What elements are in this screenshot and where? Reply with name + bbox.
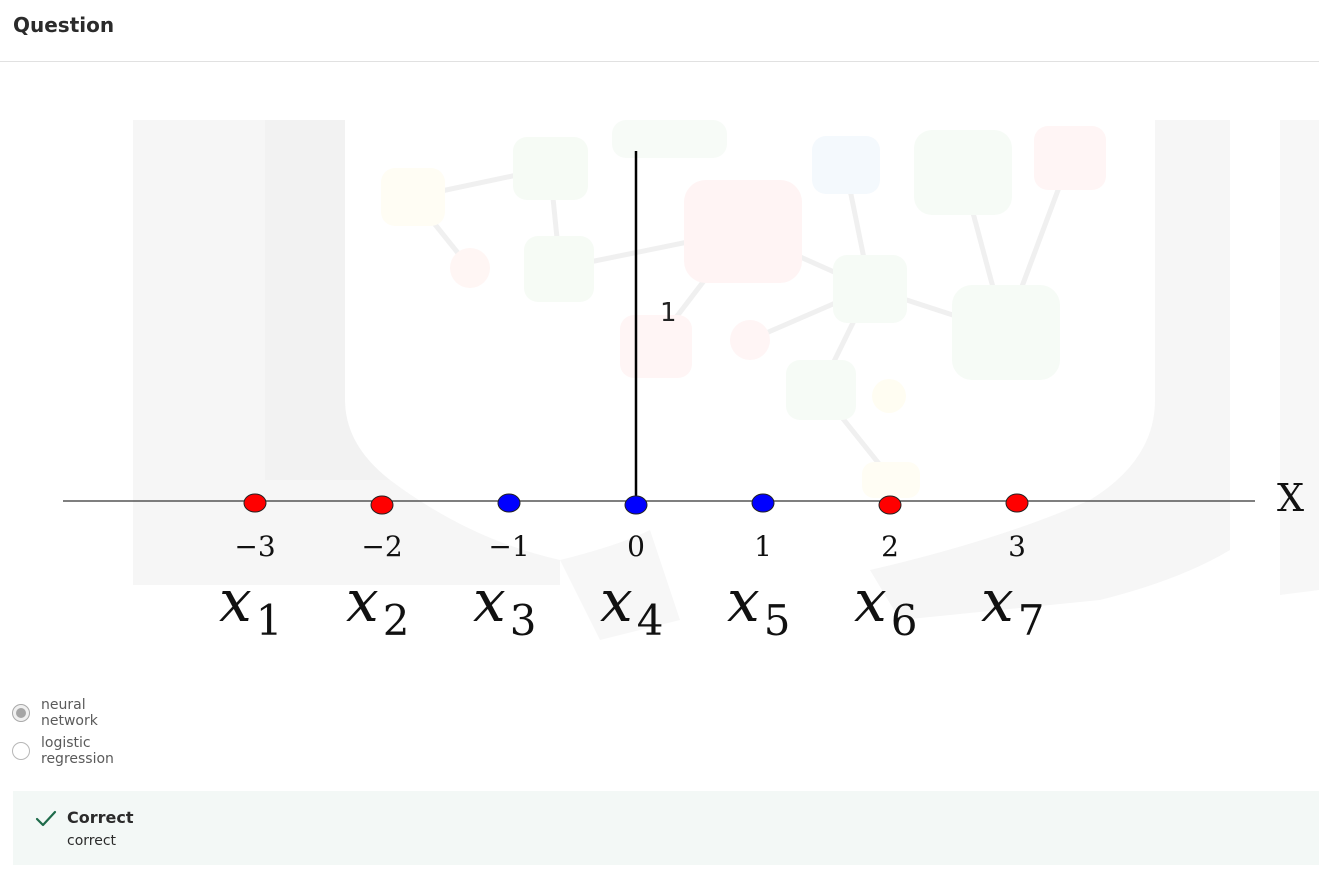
radio-logistic-regression[interactable]	[12, 742, 30, 760]
tick-label-2: −2	[361, 530, 402, 563]
point-5	[751, 493, 775, 513]
option-neural-network[interactable]: neural network	[12, 697, 98, 729]
feedback-title: Correct	[67, 808, 134, 827]
tick-label-3: −1	[488, 530, 529, 563]
point-1	[243, 493, 267, 513]
variable-label-5: x5	[727, 567, 790, 645]
variable-label-3: x3	[473, 567, 536, 645]
point-6	[878, 495, 902, 515]
point-3	[497, 493, 521, 513]
feedback-panel: Correct correct	[13, 791, 1319, 865]
variable-label-2: x2	[346, 567, 409, 645]
question-header: Question	[0, 0, 1319, 62]
option-label-logistic-regression: logistic regression	[41, 735, 114, 767]
feedback-text: correct	[67, 833, 117, 849]
checkmark-icon	[35, 810, 57, 827]
radio-neural-network[interactable]	[12, 704, 30, 722]
option-logistic-regression[interactable]: logistic regression	[12, 735, 114, 767]
point-2	[370, 495, 394, 515]
x-axis-label: X	[1277, 476, 1304, 520]
tick-label-4: 0	[627, 530, 645, 563]
option-label-neural-network: neural network	[41, 697, 98, 729]
tick-label-6: 2	[881, 530, 899, 563]
y-tick-label: 1	[660, 298, 677, 328]
variable-label-4: x4	[600, 567, 663, 645]
question-title: Question	[13, 13, 115, 37]
point-4	[624, 495, 648, 515]
tick-label-5: 1	[754, 530, 772, 563]
tick-label-7: 3	[1008, 530, 1026, 563]
tick-label-1: −3	[234, 530, 275, 563]
point-7	[1005, 493, 1029, 513]
question-figure: 1 X −3 x1 −2 x2 −1 x3 0 x4 1 x5 2 x6 3 x7	[0, 100, 1319, 660]
watermark-background	[133, 120, 1319, 640]
